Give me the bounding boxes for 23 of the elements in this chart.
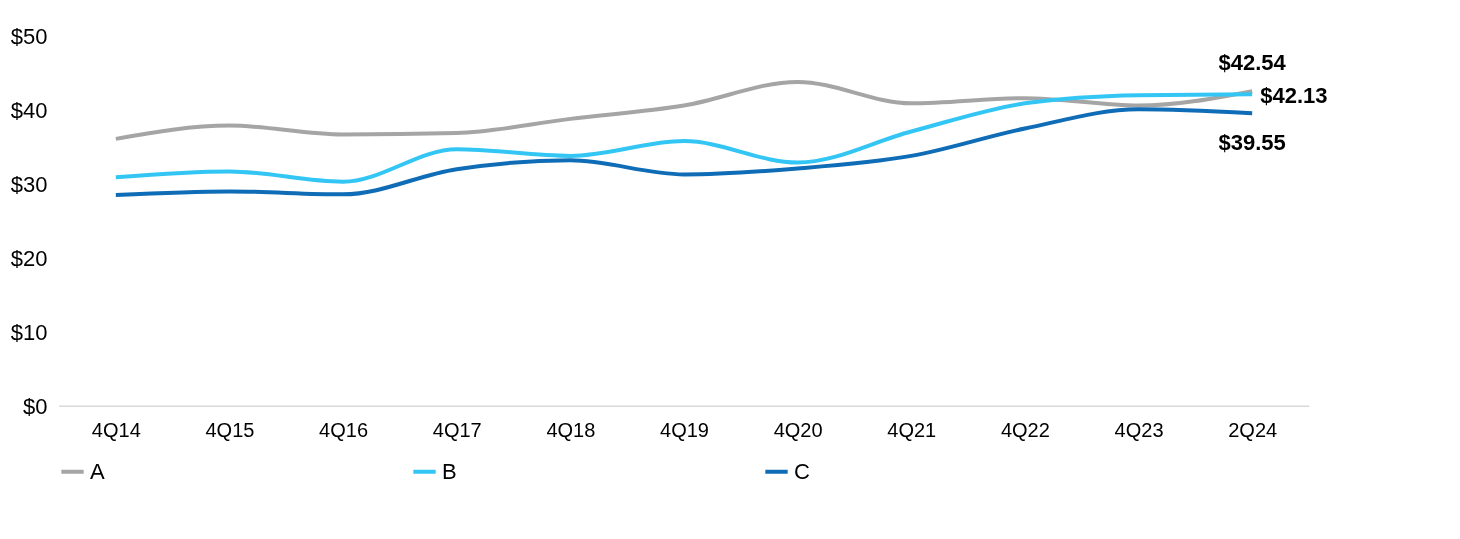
x-tick-label: 4Q18 (546, 418, 596, 441)
x-tick-label: 4Q14 (91, 418, 141, 441)
x-tick-label: 4Q17 (432, 418, 482, 441)
x-tick-label: 4Q23 (1114, 418, 1164, 441)
legend-label: A (90, 458, 105, 484)
y-tick-label: $30 (10, 171, 48, 197)
y-tick-label: $0 (23, 393, 48, 419)
legend-label: B (442, 458, 457, 484)
x-tick-label: 4Q15 (205, 418, 255, 441)
x-tick-label: 4Q21 (887, 418, 937, 441)
x-tick-label: 4Q22 (1000, 418, 1050, 441)
x-tick-label: 2Q24 (1228, 418, 1278, 441)
x-tick-label: 4Q19 (660, 418, 709, 441)
y-tick-label: $50 (10, 23, 48, 49)
x-tick-label: 4Q16 (319, 418, 369, 441)
y-tick-label: $10 (10, 319, 48, 345)
y-tick-label: $40 (10, 97, 48, 123)
annotation: $42.54 (1218, 50, 1287, 76)
annotation: $42.13 (1260, 83, 1328, 109)
y-tick-label: $20 (10, 245, 48, 271)
annotation: $39.55 (1218, 130, 1286, 156)
legend-label: C (794, 458, 810, 484)
x-tick-label: 4Q20 (773, 418, 823, 441)
